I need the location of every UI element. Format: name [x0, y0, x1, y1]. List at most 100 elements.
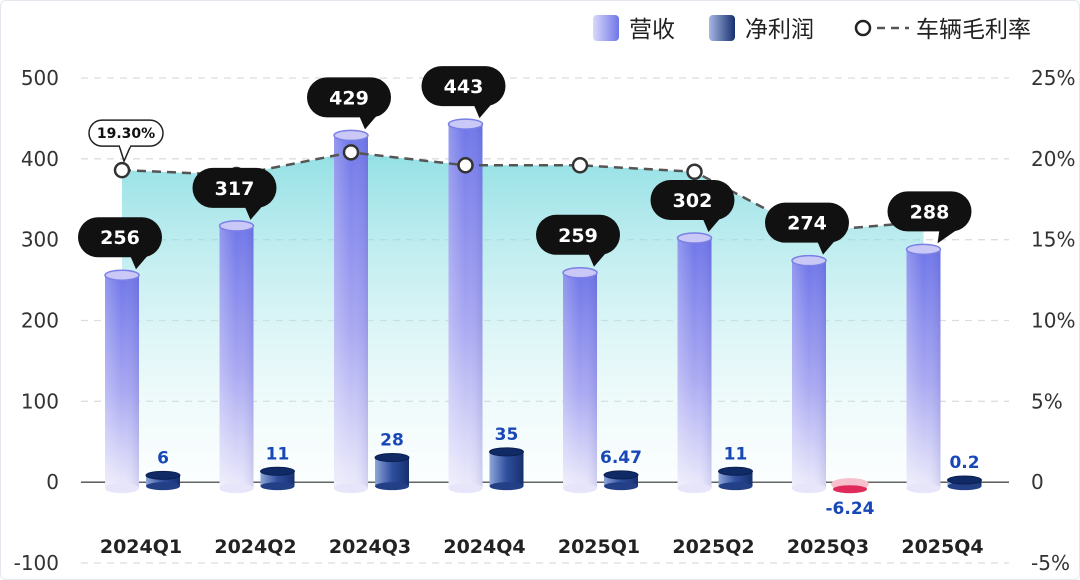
- net-profit-bar-base: [833, 485, 867, 494]
- revenue-label-bubble: [650, 180, 735, 221]
- net-profit-bar-base: [489, 482, 524, 491]
- revenue-bar-top: [562, 267, 598, 279]
- revenue-bar-shade: [105, 275, 139, 489]
- y2-axis-tick-label: 20%: [1031, 147, 1075, 171]
- revenue-bar-shade: [906, 249, 941, 489]
- net-profit-bar: [145, 470, 181, 491]
- net-profit-bar: [947, 475, 982, 491]
- net-profit-bar-base: [146, 482, 180, 491]
- x-axis-category-label: 2024Q2: [214, 536, 296, 558]
- y2-axis-tick-label: 5%: [1031, 389, 1063, 413]
- net-profit-bar-base: [375, 482, 409, 491]
- revenue-bar-top: [333, 129, 369, 142]
- revenue-label-text: 443: [444, 76, 484, 98]
- revenue-bar: [791, 254, 827, 494]
- revenue-label-bubble: [536, 214, 620, 255]
- net-profit-bar-base: [604, 482, 638, 491]
- net-profit-bar-top: [947, 475, 982, 485]
- margin-label-joint: [120, 144, 130, 148]
- y-axis-tick-label: 300: [21, 228, 59, 252]
- legend-item-vehicle-margin: 车辆毛利率: [854, 17, 1031, 43]
- net-profit-bar-body: [604, 474, 638, 487]
- revenue-bar: [676, 232, 713, 494]
- y2-axis-tick-label: -5%: [1031, 551, 1070, 575]
- revenue-bar: [333, 129, 369, 494]
- margin-label-pointer: [118, 144, 132, 164]
- net-profit-bar: [374, 453, 410, 491]
- revenue-data-label: 302: [650, 180, 735, 233]
- net-profit-data-label: -6.24: [826, 499, 875, 519]
- revenue-label-pointer: [817, 240, 835, 255]
- legend: 营收 净利润 车辆毛利率: [593, 15, 1031, 43]
- revenue-label-bubble: [78, 217, 162, 258]
- revenue-bar-top: [791, 254, 827, 267]
- legend-item-revenue: 营收: [593, 15, 675, 43]
- revenue-data-label: 429: [307, 77, 391, 130]
- y2-axis-tick-label: 15%: [1031, 228, 1075, 252]
- revenue-bar-top: [447, 118, 484, 130]
- net-profit-bar-top: [374, 453, 410, 463]
- y2-axis-tick-label: 25%: [1031, 66, 1075, 90]
- margin-data-label: 19.30%: [88, 119, 164, 164]
- y-axis-tick-label: -100: [14, 551, 59, 575]
- axis-layer: 500 400 300 200 100 0 -100 25% 20% 15% 10% 5% 0 -5% 20…: [14, 66, 1076, 575]
- margin-point: [457, 157, 474, 174]
- net-profit-bar: [489, 447, 524, 491]
- y-axis-tick-label: 200: [21, 309, 59, 333]
- revenue-label-bubble: [765, 202, 849, 243]
- net-profit-data-label: 6: [157, 448, 169, 468]
- net-profit-data-label: 11: [724, 444, 748, 464]
- legend-margin-label: 车辆毛利率: [916, 17, 1031, 43]
- net-profit-bar-base: [947, 482, 982, 491]
- net-profit-bar-body: [375, 457, 409, 487]
- revenue-bar-shade: [792, 260, 826, 489]
- y-axis-tick-label: 100: [21, 389, 59, 413]
- net-profit-bar-top: [489, 447, 524, 457]
- revenue-bar-base: [448, 483, 483, 494]
- x-axis-category-label: 2025Q2: [672, 536, 754, 558]
- revenue-bar-shade: [563, 272, 597, 489]
- net-profit-data-label: 11: [266, 444, 290, 464]
- revenue-data-label: 443: [421, 66, 506, 119]
- revenue-bars-layer: [104, 118, 942, 494]
- y2-axis-tick-label: 10%: [1031, 309, 1075, 333]
- revenue-label-text: 274: [787, 213, 827, 235]
- revenue-bar-base: [563, 483, 597, 494]
- x-axis-category-label: 2024Q4: [443, 536, 525, 558]
- x-axis-category-label: 2025Q3: [787, 536, 869, 558]
- revenue-bar-shade: [448, 124, 483, 489]
- net-profit-bar: [603, 470, 639, 491]
- revenue-bar: [562, 267, 598, 494]
- legend-net-profit-swatch: [709, 15, 735, 41]
- revenue-bar: [218, 220, 255, 494]
- y2-axis-tick-label: 0: [1031, 470, 1044, 494]
- revenue-label-bubble: [307, 77, 391, 118]
- margin-area: [122, 152, 924, 483]
- net-profit-bar-top: [145, 470, 181, 480]
- revenue-label-bubble: [192, 167, 277, 208]
- revenue-bar-top: [905, 243, 942, 256]
- revenue-bar-base: [792, 483, 826, 494]
- revenue-bar: [104, 269, 140, 494]
- net-profit-bar-top: [718, 466, 753, 476]
- net-profit-bar: [260, 466, 295, 491]
- revenue-label-text: 256: [100, 227, 140, 249]
- net-profit-data-label: 28: [380, 431, 404, 451]
- revenue-data-label: 256: [78, 217, 162, 270]
- legend-item-net-profit: 净利润: [709, 15, 814, 43]
- revenue-label-pointer: [588, 252, 606, 267]
- revenue-bar-shade: [334, 135, 368, 489]
- net-profit-bar-body: [146, 475, 180, 487]
- net-profit-bar-base: [260, 482, 295, 491]
- revenue-data-label: 317: [192, 167, 277, 220]
- net-profit-bar: [831, 478, 869, 494]
- net-profit-bar-body: [489, 451, 524, 487]
- revenue-label-text: 429: [329, 87, 369, 109]
- revenue-bar-shade: [219, 225, 254, 489]
- x-axis-category-label: 2025Q1: [558, 536, 640, 558]
- legend-revenue-label: 营收: [629, 17, 675, 43]
- revenue-label-pointer: [473, 104, 492, 119]
- net-profit-bar-base: [718, 482, 753, 491]
